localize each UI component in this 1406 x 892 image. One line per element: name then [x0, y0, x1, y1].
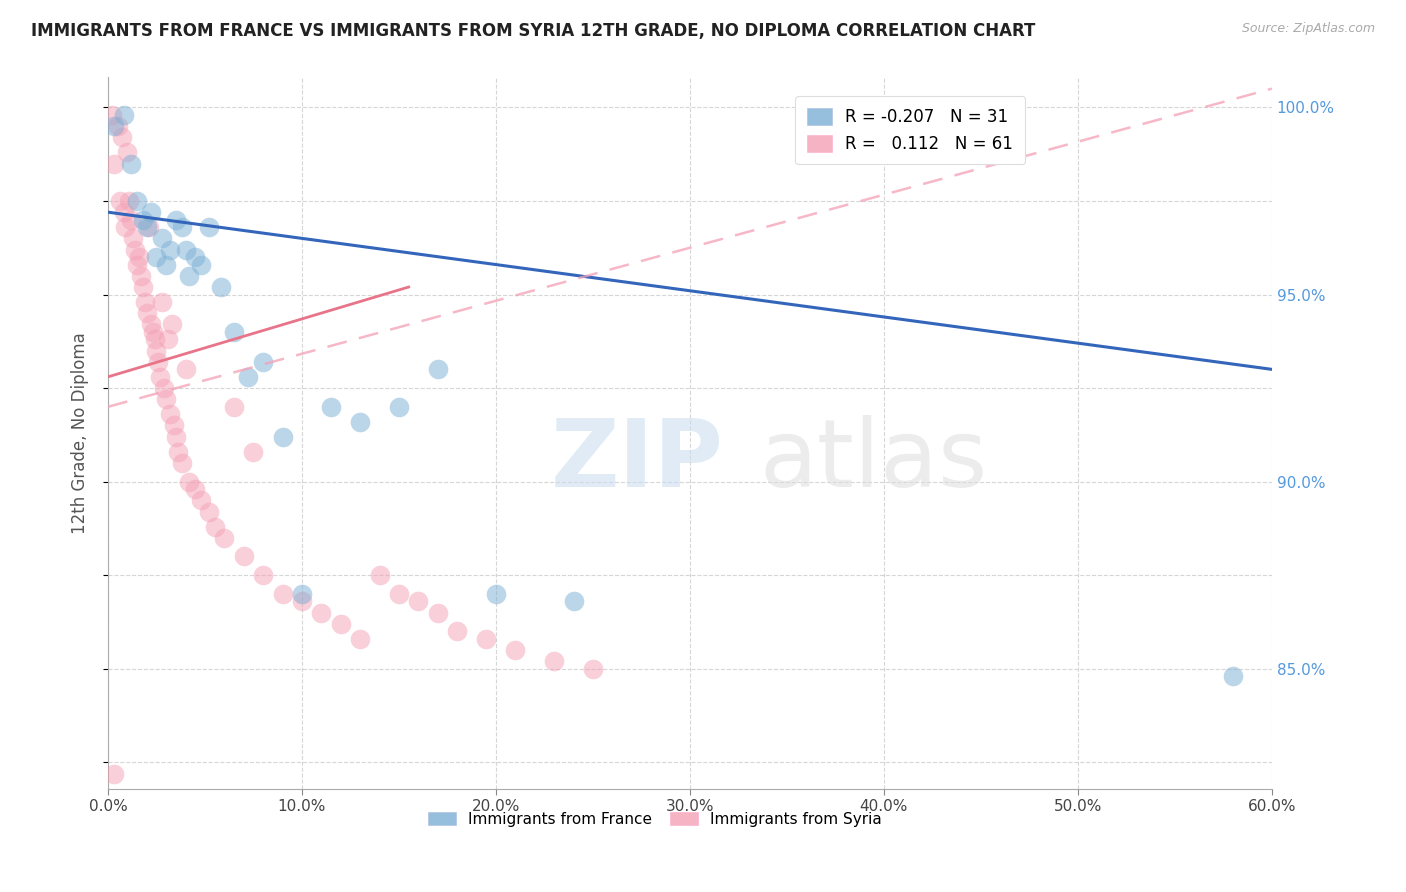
- Point: [124, 243, 146, 257]
- Point: [165, 430, 187, 444]
- Point: [103, 156, 125, 170]
- Point: [150, 295, 173, 310]
- Point: [145, 250, 167, 264]
- Point: [209, 280, 232, 294]
- Point: [112, 205, 135, 219]
- Point: [426, 362, 449, 376]
- Point: [582, 662, 605, 676]
- Point: [155, 392, 177, 407]
- Point: [159, 407, 181, 421]
- Point: [160, 318, 183, 332]
- Point: [214, 531, 236, 545]
- Legend: Immigrants from France, Immigrants from Syria: Immigrants from France, Immigrants from …: [420, 804, 890, 834]
- Point: [190, 493, 212, 508]
- Point: [155, 258, 177, 272]
- Point: [232, 549, 254, 564]
- Point: [184, 250, 207, 264]
- Point: [127, 194, 149, 208]
- Point: [138, 220, 160, 235]
- Point: [153, 381, 176, 395]
- Point: [1222, 669, 1244, 683]
- Point: [114, 220, 136, 235]
- Point: [166, 444, 188, 458]
- Point: [349, 632, 371, 646]
- Point: [408, 594, 430, 608]
- Point: [150, 231, 173, 245]
- Text: atlas: atlas: [759, 416, 988, 508]
- Point: [198, 220, 221, 235]
- Point: [142, 325, 165, 339]
- Point: [174, 243, 197, 257]
- Point: [242, 444, 264, 458]
- Point: [252, 568, 274, 582]
- Point: [190, 258, 212, 272]
- Point: [329, 616, 352, 631]
- Point: [170, 456, 193, 470]
- Point: [117, 145, 139, 160]
- Point: [204, 519, 226, 533]
- Point: [271, 430, 294, 444]
- Point: [120, 212, 142, 227]
- Point: [110, 130, 132, 145]
- Point: [446, 624, 468, 639]
- Text: IMMIGRANTS FROM FRANCE VS IMMIGRANTS FROM SYRIA 12TH GRADE, NO DIPLOMA CORRELATI: IMMIGRANTS FROM FRANCE VS IMMIGRANTS FRO…: [31, 22, 1035, 40]
- Point: [222, 325, 245, 339]
- Point: [143, 333, 166, 347]
- Point: [291, 587, 314, 601]
- Point: [149, 369, 172, 384]
- Point: [132, 280, 155, 294]
- Point: [198, 505, 221, 519]
- Point: [271, 587, 294, 601]
- Point: [562, 594, 585, 608]
- Point: [319, 400, 342, 414]
- Point: [291, 594, 314, 608]
- Point: [145, 343, 167, 358]
- Point: [157, 333, 180, 347]
- Point: [127, 258, 149, 272]
- Point: [505, 643, 527, 657]
- Point: [184, 482, 207, 496]
- Point: [543, 654, 565, 668]
- Point: [426, 606, 449, 620]
- Point: [108, 194, 131, 208]
- Text: Source: ZipAtlas.com: Source: ZipAtlas.com: [1241, 22, 1375, 36]
- Point: [388, 400, 411, 414]
- Point: [179, 475, 201, 489]
- Point: [475, 632, 498, 646]
- Point: [120, 156, 142, 170]
- Point: [103, 119, 125, 133]
- Point: [252, 355, 274, 369]
- Point: [222, 400, 245, 414]
- Point: [485, 587, 508, 601]
- Point: [135, 306, 157, 320]
- Point: [179, 268, 201, 283]
- Point: [311, 606, 333, 620]
- Point: [132, 212, 155, 227]
- Point: [174, 362, 197, 376]
- Point: [148, 355, 170, 369]
- Point: [368, 568, 391, 582]
- Point: [112, 108, 135, 122]
- Point: [128, 250, 150, 264]
- Point: [349, 415, 371, 429]
- Point: [135, 220, 157, 235]
- Point: [159, 243, 181, 257]
- Point: [101, 108, 124, 122]
- Point: [118, 194, 141, 208]
- Point: [107, 119, 129, 133]
- Y-axis label: 12th Grade, No Diploma: 12th Grade, No Diploma: [72, 332, 89, 533]
- Point: [139, 318, 162, 332]
- Point: [163, 418, 186, 433]
- Point: [388, 587, 411, 601]
- Point: [129, 268, 152, 283]
- Point: [236, 369, 259, 384]
- Point: [134, 295, 156, 310]
- Point: [165, 212, 187, 227]
- Point: [122, 231, 145, 245]
- Point: [103, 766, 125, 780]
- Point: [170, 220, 193, 235]
- Point: [139, 205, 162, 219]
- Text: ZIP: ZIP: [550, 416, 723, 508]
